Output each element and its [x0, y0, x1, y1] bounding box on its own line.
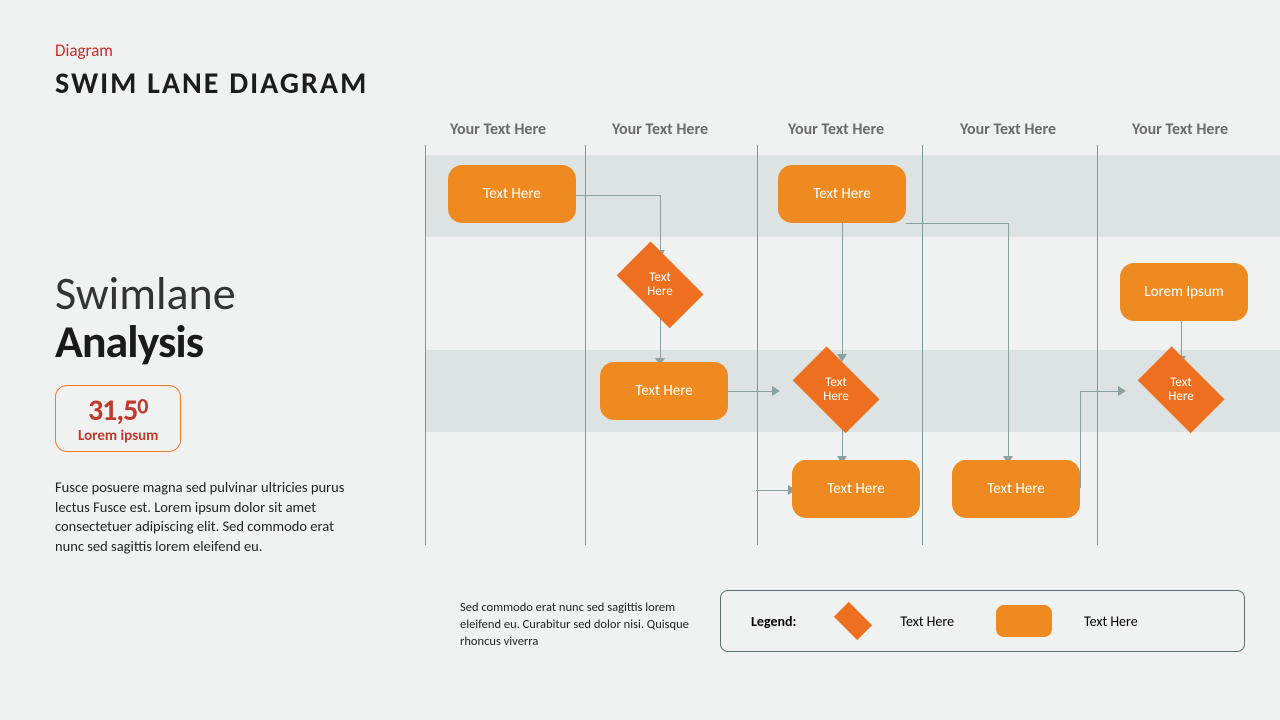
eyebrow-label: Diagram — [55, 40, 113, 61]
connector — [576, 195, 660, 196]
side-title: Swimlane Analysis — [55, 270, 236, 367]
connector — [906, 223, 1008, 224]
process-node: Text Here — [778, 165, 906, 223]
process-node: Lorem Ipsum — [1120, 263, 1248, 321]
metric-value: 31,5 — [88, 392, 137, 429]
column-header: Your Text Here — [450, 120, 546, 139]
grid-line — [757, 145, 758, 545]
legend-item2: Text Here — [1084, 613, 1138, 630]
legend-rect-icon — [996, 605, 1052, 637]
legend-diamond-icon — [834, 602, 872, 640]
grid-line — [1097, 145, 1098, 545]
legend-label: Legend: — [751, 613, 796, 630]
body-paragraph: Fusce posuere magna sed pulvinar ultrici… — [55, 478, 355, 556]
grid-line — [425, 145, 426, 545]
grid-line — [585, 145, 586, 545]
process-node: Text Here — [600, 362, 728, 420]
column-header: Your Text Here — [612, 120, 708, 139]
connector — [660, 195, 661, 252]
connector — [756, 490, 790, 491]
connector — [842, 223, 843, 356]
side-title-line1: Swimlane — [55, 270, 236, 318]
metric-superscript: 0 — [137, 393, 148, 420]
column-header: Your Text Here — [960, 120, 1056, 139]
legend: Legend: Text Here Text Here — [720, 590, 1245, 652]
column-header: Your Text Here — [788, 120, 884, 139]
side-title-line2: Analysis — [55, 318, 236, 366]
connector — [1008, 223, 1009, 458]
process-node: Text Here — [952, 460, 1080, 518]
connector — [1181, 321, 1182, 358]
connector — [660, 316, 661, 360]
footnote: Sed commodo erat nunc sed sagittis lorem… — [460, 600, 700, 651]
legend-item1: Text Here — [900, 613, 954, 630]
connector — [1080, 391, 1120, 392]
process-node: Text Here — [448, 165, 576, 223]
page-title: SWIM LANE DIAGRAM — [55, 65, 368, 102]
connector — [1080, 391, 1081, 488]
connector — [728, 391, 774, 392]
arrowhead-icon — [1118, 386, 1126, 396]
grid-line — [922, 145, 923, 545]
process-node: Text Here — [792, 460, 920, 518]
metric-sub: Lorem ipsum — [78, 427, 158, 445]
column-header: Your Text Here — [1132, 120, 1228, 139]
arrowhead-icon — [772, 386, 780, 396]
metric-chip: 31,50 Lorem ipsum — [55, 385, 181, 452]
